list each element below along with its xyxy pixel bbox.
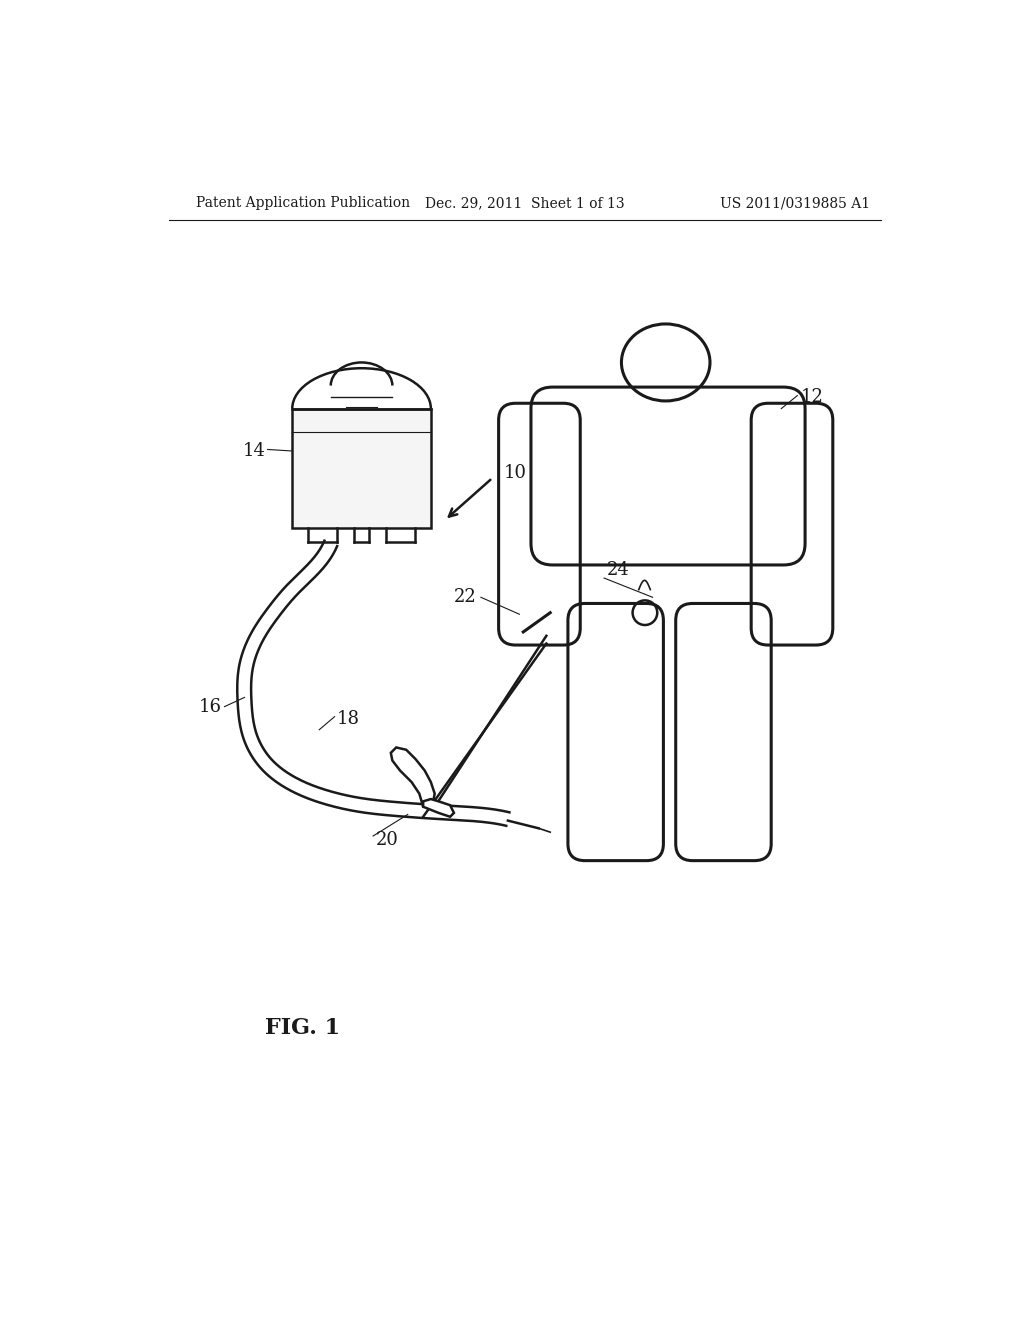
Text: 16: 16	[199, 698, 221, 715]
Text: Patent Application Publication: Patent Application Publication	[196, 197, 411, 210]
Text: 18: 18	[337, 710, 359, 727]
Polygon shape	[423, 799, 454, 817]
Bar	[593, 524, 746, 548]
Bar	[292, 409, 431, 528]
Text: FIG. 1: FIG. 1	[265, 1018, 340, 1040]
Text: 12: 12	[801, 388, 823, 407]
Text: US 2011/0319885 A1: US 2011/0319885 A1	[720, 197, 869, 210]
Text: 10: 10	[504, 463, 527, 482]
Text: 22: 22	[455, 589, 477, 606]
Text: Dec. 29, 2011  Sheet 1 of 13: Dec. 29, 2011 Sheet 1 of 13	[425, 197, 625, 210]
Polygon shape	[391, 747, 435, 807]
Text: 24: 24	[606, 561, 629, 579]
Text: 20: 20	[376, 830, 398, 849]
Text: 14: 14	[243, 442, 265, 459]
